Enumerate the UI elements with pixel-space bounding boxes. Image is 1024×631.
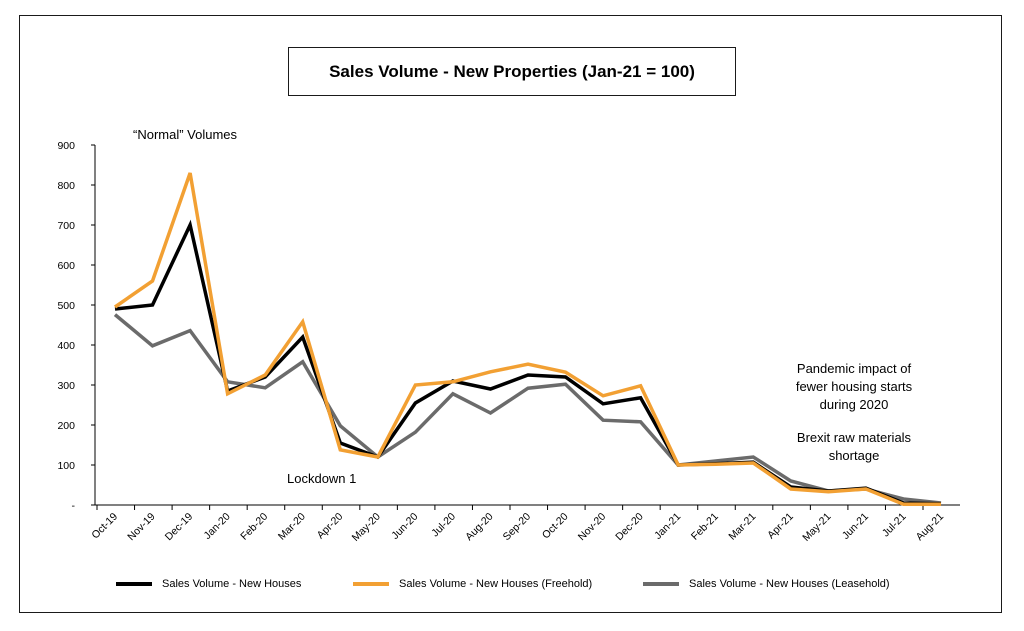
x-tick-label: Jul-20: [429, 511, 458, 540]
chart-axes: - 100 200 300 400 500 600 700 800 900 Oct-19 Nov-19…: [57, 140, 960, 544]
x-tick-label: Jan-21: [652, 511, 683, 542]
x-tick-label: Jun-21: [840, 511, 871, 542]
annotation-lockdown: Lockdown 1: [287, 471, 356, 486]
annotation-brexit-line1: Brexit raw materials: [797, 430, 912, 445]
y-tick-label: 300: [57, 380, 75, 392]
x-tick-label: Nov-19: [125, 511, 158, 544]
x-tick-label: Mar-21: [726, 511, 758, 543]
x-tick-label: Oct-19: [89, 511, 120, 542]
x-tick-label: Dec-19: [163, 511, 196, 544]
chart-title: Sales Volume - New Properties (Jan-21 = …: [288, 47, 736, 96]
y-tick-label: 600: [57, 260, 75, 272]
y-tick-label: 800: [57, 180, 75, 192]
y-tick-label: 400: [57, 340, 75, 352]
x-tick-label: Feb-21: [689, 511, 721, 543]
x-tick-label: Aug-20: [463, 511, 496, 544]
x-tick-label: Jul-21: [880, 511, 909, 540]
y-tick-label: 700: [57, 220, 75, 232]
legend-swatch-black: [116, 582, 152, 586]
series-line-1: [114, 172, 941, 506]
annotation-pandemic-line1: Pandemic impact of: [797, 361, 912, 376]
legend-swatch-grey: [643, 582, 679, 586]
x-tick-label: Aug-21: [914, 511, 947, 544]
annotation-pandemic-line2: fewer housing starts: [796, 379, 913, 394]
x-tick-label: Nov-20: [576, 511, 609, 544]
chart-annotations: “Normal” Volumes Lockdown 1 Pandemic imp…: [133, 127, 913, 486]
legend-item-new-houses: Sales Volume - New Houses: [116, 578, 301, 590]
chart-frame: [19, 15, 1002, 613]
x-tick-label: May-20: [350, 511, 383, 544]
x-tick-label: Jun-20: [389, 511, 420, 542]
y-tick-label: 100: [57, 460, 75, 472]
annotation-brexit-line2: shortage: [829, 448, 880, 463]
x-tick-label: May-21: [800, 511, 833, 544]
legend-label: Sales Volume - New Houses: [162, 578, 302, 590]
chart-series: [113, 172, 942, 506]
x-tick-label: Feb-20: [238, 511, 270, 543]
x-tick-label: Sep-20: [501, 511, 534, 544]
legend-label: Sales Volume - New Houses (Freehold): [399, 578, 593, 590]
y-tick-label: -: [72, 500, 76, 512]
y-tick-label: 500: [57, 300, 75, 312]
y-tick-label: 200: [57, 420, 75, 432]
y-tick-label: 900: [57, 140, 75, 152]
x-tick-label: Apr-20: [315, 511, 346, 542]
legend-item-leasehold: Sales Volume - New Houses (Leasehold): [643, 578, 890, 590]
x-tick-label: Apr-21: [765, 511, 796, 542]
x-tick-label: Jan-20: [202, 511, 233, 542]
x-tick-label: Oct-20: [540, 511, 571, 542]
legend-swatch-orange: [353, 582, 389, 586]
x-tick-label: Mar-20: [276, 511, 308, 543]
x-tick-label: Dec-20: [613, 511, 646, 544]
annotation-normal: “Normal” Volumes: [133, 127, 238, 142]
legend-item-freehold: Sales Volume - New Houses (Freehold): [353, 578, 592, 590]
series-line-2: [113, 313, 942, 505]
legend-label: Sales Volume - New Houses (Leasehold): [689, 578, 890, 590]
annotation-pandemic-line3: during 2020: [820, 397, 889, 412]
